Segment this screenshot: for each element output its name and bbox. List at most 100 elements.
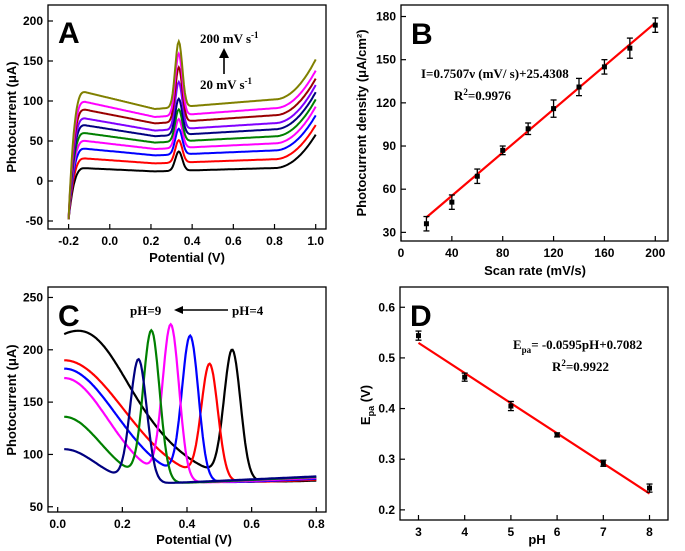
panel-a-xtick-label: 1.0 [307, 234, 324, 248]
panel-c-ytick-label: 200 [23, 343, 43, 357]
panel-a-curve [67, 98, 317, 220]
panel-b-equation: I=0.7507ν (mV/ s)+25.4308 [421, 66, 569, 81]
panel-c-xtick-label: 0.6 [243, 517, 260, 531]
panel-b-xtick-label: 160 [594, 246, 614, 260]
panel-a-curve [67, 79, 317, 220]
panel-a-curve [67, 124, 317, 220]
panel-d-ylabel-tail: (V) [358, 385, 373, 406]
panel-b-xtick-label: 40 [445, 246, 459, 260]
panel-c-annotation-right: pH=4 [232, 303, 264, 318]
panel-b-point [423, 221, 429, 227]
panel-b-ytick-label: 90 [383, 139, 397, 153]
panel-c-curve [64, 357, 317, 484]
panel-c-xtick-label: 0.2 [114, 517, 131, 531]
panel-c-annotation-left: pH=9 [130, 303, 162, 318]
panel-b-point [500, 147, 506, 153]
panel-c-curve [63, 329, 317, 483]
panel-d-eq-main: E [513, 337, 522, 352]
panel-a-plot: -0.2 0.0 0.2 0.4 0.6 0.8 1.0 -50 0 50 100 150 200 [23, 14, 324, 248]
panel-c-ytick-label: 150 [23, 395, 43, 409]
panel-d-xtick-label: 5 [508, 525, 515, 539]
panel-d-xtick-label: 7 [600, 525, 607, 539]
panel-c-xtick-label: 0.4 [179, 517, 196, 531]
panel-b-xtick-label: 200 [645, 246, 665, 260]
panel-a-xtick-label: 0.8 [266, 234, 283, 248]
panel-b-r2-pre: R [454, 88, 464, 103]
panel-d-xtick-label: 6 [554, 525, 561, 539]
panel-d-ylabel: Epa (V) [358, 385, 376, 425]
panel-b-point [525, 126, 531, 132]
panel-d-xtick-label: 8 [646, 525, 653, 539]
panel-b-frame [400, 4, 669, 242]
panel-a-curve [67, 114, 317, 220]
panel-a-xlabel: Potential (V) [149, 250, 225, 265]
panel-c-label: C [58, 300, 80, 333]
panel-b-ytick-label: 60 [383, 182, 397, 196]
panel-d-ytick-label: 0.6 [378, 300, 395, 314]
panel-b-ytick-label: 150 [376, 53, 396, 67]
panel-a-xtick-label: -0.2 [58, 234, 79, 248]
panel-c-ylabel: Photocurrent (μA) [4, 344, 19, 455]
panel-a-curve [67, 134, 317, 220]
panel-a-ytick-label: 200 [23, 14, 43, 28]
panel-b-point [601, 64, 607, 70]
panel-b-ytick-label: 120 [376, 96, 396, 110]
panel-a-ytick-label: 100 [23, 94, 43, 108]
panel-c-xtick-label: 0.0 [49, 517, 66, 531]
panel-b-fit-line [425, 22, 656, 219]
panel-c-arrow-head [174, 306, 183, 314]
panel-a-xtick-label: 0.0 [101, 234, 118, 248]
panel-a-annotation-low: 20 mV s-1 [200, 76, 253, 92]
panel-a-curve [67, 64, 317, 220]
panel-a-curve [67, 51, 317, 220]
panel-d-r2-sup: 2 [561, 358, 566, 368]
panel-a-xtick-label: 0.4 [184, 234, 201, 248]
panel-c-curve [64, 359, 317, 483]
panel-a-ytick-label: -50 [26, 214, 44, 228]
panel-d-r2-pre: R [552, 359, 562, 374]
panel-d-r2-post: =0.9922 [566, 359, 609, 374]
panel-c-ytick-label: 100 [23, 447, 43, 461]
panel-d-plot: 3 4 5 6 7 8 0.2 0.3 0.4 0.5 0.6 [378, 300, 653, 539]
panel-d-xlabel: pH [528, 532, 545, 547]
panel-a-label: A [58, 17, 80, 50]
panel-d-ytick-label: 0.5 [378, 351, 395, 365]
panel-b-r2: R2=0.9976 [454, 87, 512, 103]
panel-d-equation: Epa= -0.0595pH+0.7082 [513, 337, 642, 355]
panel-d-ytick-label: 0.3 [378, 452, 395, 466]
panel-d-xtick-label: 3 [415, 525, 422, 539]
panel-a-ylabel: Photocurrent (μA) [4, 61, 19, 172]
panel-d-point [647, 485, 653, 491]
panel-b-plot: 0 40 80 120 160 200 30 60 90 120 150 180 [376, 10, 666, 260]
panel-c-ytick-label: 250 [23, 290, 43, 304]
panel-a-ytick-label: 50 [30, 134, 44, 148]
panel-b-ytick-label: 30 [383, 225, 397, 239]
panel-c-xtick-label: 0.8 [308, 517, 325, 531]
panel-b-ytick-label: 180 [376, 10, 396, 24]
panel-b-xlabel: Scan rate (mV/s) [484, 263, 586, 278]
panel-d-ylabel-sub: pa [366, 405, 376, 416]
panel-b-xtick-label: 120 [544, 246, 564, 260]
panel-b-point [576, 84, 582, 90]
panel-d-fit-line [417, 341, 651, 495]
panel-b-ylabel: Photocurrent density (μA/cm²) [354, 29, 369, 216]
panel-b-point [474, 173, 480, 179]
panel-a-curve [67, 91, 317, 220]
panel-d-ytick-label: 0.4 [378, 402, 395, 416]
panel-b-label: B [411, 18, 433, 51]
panel-b-point [449, 199, 455, 205]
panel-a-ytick-label: 0 [36, 174, 43, 188]
panel-d-ytick-label: 0.2 [378, 503, 395, 517]
panel-d-r2: R2=0.9922 [552, 358, 609, 374]
panel-d-label: D [410, 300, 432, 333]
panel-b-point [652, 22, 658, 28]
panel-b-r2-post: =0.9976 [468, 88, 512, 103]
panel-a-xtick-label: 0.2 [143, 234, 160, 248]
panel-b-point [627, 45, 633, 51]
panel-d-point [554, 432, 560, 438]
panel-d-ylabel-main: E [358, 416, 373, 425]
panel-d-point [415, 333, 421, 339]
panel-a-annotation-high-sup: -1 [251, 30, 259, 40]
panel-a-annotation-high: 200 mV s-1 [200, 30, 259, 46]
